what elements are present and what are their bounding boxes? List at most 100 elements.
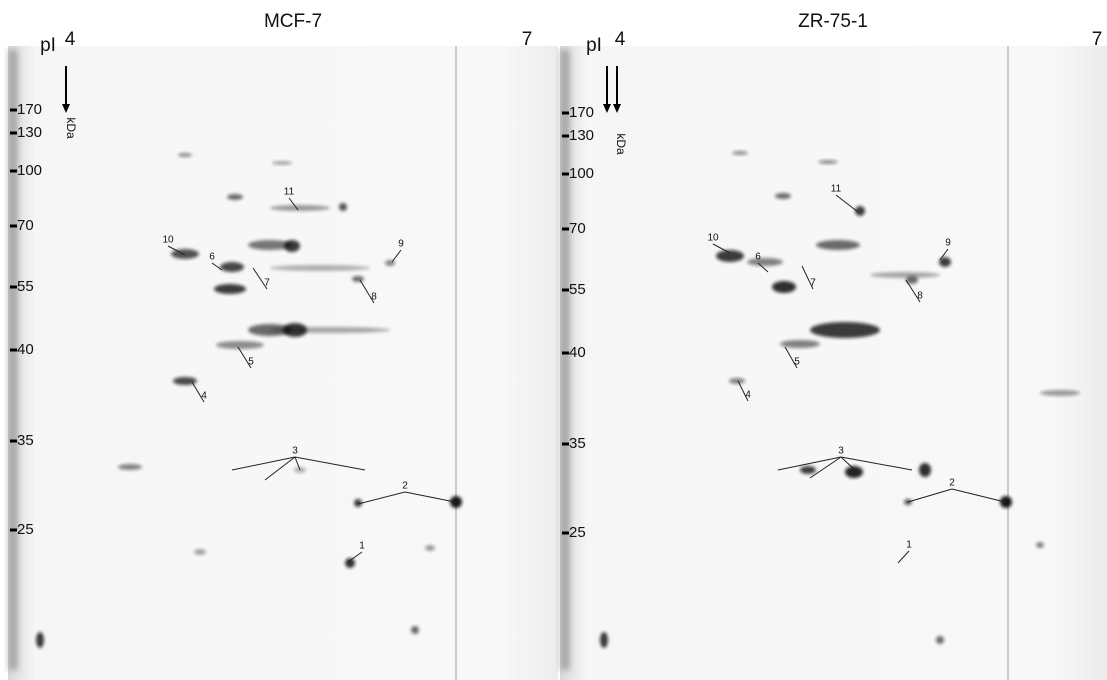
- leader-line: [391, 249, 402, 263]
- protein-spot: [216, 341, 264, 349]
- spot-label: 10: [162, 235, 174, 246]
- unit-label: kDa: [614, 133, 628, 155]
- protein-spot: [780, 340, 820, 348]
- protein-spot: [354, 499, 362, 507]
- spot-label: 5: [794, 357, 800, 368]
- gel-edge-smear: [560, 50, 570, 670]
- marker-label: 25: [569, 524, 586, 541]
- gel-background: [560, 46, 1107, 680]
- leader-line: [905, 279, 921, 303]
- protein-spot: [270, 205, 330, 211]
- leader-line: [294, 456, 301, 471]
- protein-spot: [939, 257, 951, 267]
- gel-edge-smear: [8, 50, 18, 670]
- protein-spot: [173, 377, 197, 385]
- arrow-head: [62, 104, 70, 113]
- protein-spot: [178, 153, 192, 157]
- protein-spot: [855, 206, 865, 216]
- protein-spot: [1000, 496, 1012, 508]
- spot-label: 8: [917, 291, 923, 302]
- leader-line: [191, 381, 205, 403]
- spot-label: 3: [838, 446, 844, 457]
- protein-spot: [227, 194, 243, 200]
- spot-label: 1: [359, 541, 365, 552]
- spot-label: 7: [810, 278, 816, 289]
- marker-label: 25: [17, 521, 34, 538]
- leader-line: [167, 245, 186, 256]
- gel-background: [8, 46, 558, 680]
- protein-spot: [870, 272, 940, 278]
- pi-label: pI: [586, 35, 602, 56]
- protein-spot: [800, 466, 816, 474]
- spot-label: 2: [402, 481, 408, 492]
- leader-line: [777, 456, 842, 471]
- leader-line: [840, 456, 913, 471]
- leader-line: [357, 491, 406, 505]
- protein-spot: [1036, 542, 1044, 548]
- spot-label: 5: [248, 357, 254, 368]
- protein-spot: [729, 378, 745, 384]
- protein-spot: [818, 160, 838, 164]
- pi-label: pI: [40, 35, 56, 56]
- spot-label: 11: [831, 184, 842, 195]
- protein-spot: [411, 626, 419, 634]
- leader-line: [288, 197, 299, 211]
- protein-spot: [272, 161, 292, 165]
- spot-label: 7: [264, 278, 270, 289]
- protein-spot: [772, 281, 796, 293]
- gel-panel: [8, 46, 558, 680]
- spot-label: 9: [398, 239, 404, 250]
- leader-line: [784, 346, 798, 369]
- leader-line: [757, 262, 769, 273]
- marker-label: 35: [569, 435, 586, 452]
- pi-end: 7: [522, 29, 533, 50]
- leader-line: [897, 550, 910, 564]
- spot-label: 10: [707, 233, 719, 244]
- protein-spot: [810, 322, 880, 338]
- protein-spot: [732, 151, 748, 155]
- leader-line: [252, 267, 268, 290]
- protein-spot: [716, 250, 744, 262]
- protein-spot: [118, 464, 142, 470]
- protein-spot: [339, 203, 347, 211]
- gel-panel: [560, 46, 1107, 680]
- spot-label: 4: [745, 390, 751, 401]
- spot-label: 6: [755, 252, 761, 263]
- spot-label: 9: [945, 238, 951, 249]
- leader-line: [835, 194, 859, 213]
- marker-label: 70: [569, 220, 586, 237]
- marker-label: 55: [17, 278, 34, 295]
- protein-spot: [284, 240, 300, 252]
- leader-line: [237, 346, 252, 369]
- protein-spot: [1040, 390, 1080, 396]
- unit-label: kDa: [64, 117, 78, 139]
- protein-spot: [171, 249, 199, 259]
- protein-spot: [352, 276, 364, 282]
- leader-line: [737, 380, 749, 402]
- leader-line: [809, 456, 842, 479]
- marker-label: 170: [17, 101, 42, 118]
- protein-spot: [816, 240, 860, 250]
- leader-line: [840, 456, 856, 471]
- protein-spot: [270, 327, 390, 333]
- leader-line: [264, 456, 296, 481]
- protein-spot: [345, 558, 355, 568]
- protein-spot: [600, 632, 608, 648]
- spot-label: 4: [201, 391, 207, 402]
- pi-end: 7: [1092, 29, 1103, 50]
- marker-label: 40: [17, 341, 34, 358]
- pi-start: 4: [615, 29, 626, 50]
- leader-line: [939, 248, 949, 261]
- protein-spot: [194, 549, 206, 555]
- spot-label: 3: [292, 446, 298, 457]
- leader-line: [211, 262, 223, 271]
- leader-line: [801, 265, 814, 290]
- marker-label: 55: [569, 281, 586, 298]
- arrow-head: [603, 104, 611, 113]
- marker-label: 100: [569, 165, 594, 182]
- marker-label: 170: [569, 104, 594, 121]
- spot-label: 2: [949, 478, 955, 489]
- leader-line: [231, 456, 296, 471]
- protein-spot: [425, 545, 435, 551]
